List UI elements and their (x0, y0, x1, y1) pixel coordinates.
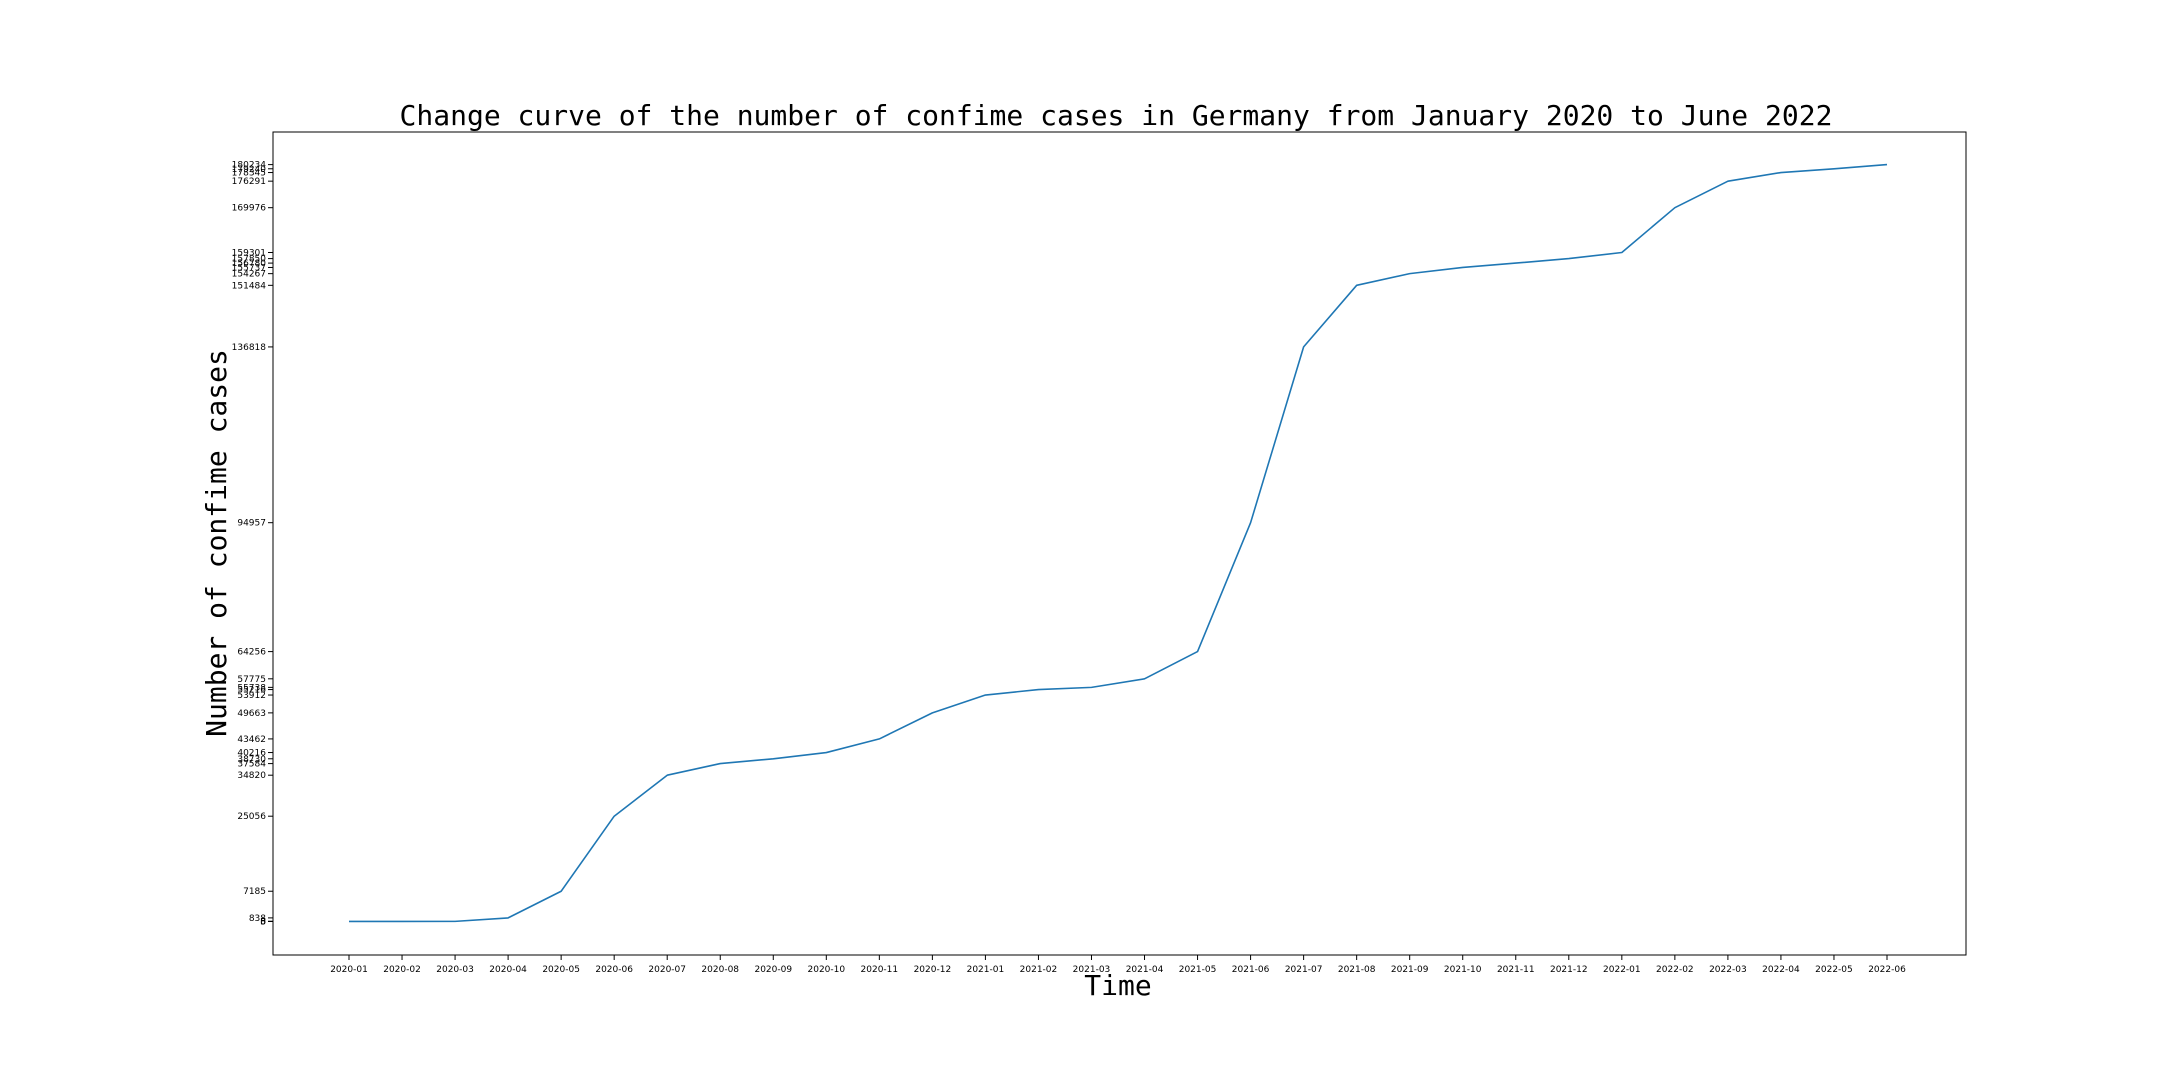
y-tick-label: 49663 (237, 709, 266, 719)
y-tick-label: 40216 (237, 749, 266, 759)
x-tick-label: 2020-10 (808, 965, 846, 975)
x-tick-label: 2022-05 (1815, 965, 1853, 975)
y-tick-label: 57775 (237, 675, 266, 685)
x-tick-label: 2021-10 (1444, 965, 1482, 975)
chart-title: Change curve of the number of confime ca… (400, 99, 1833, 132)
x-tick-label: 2022-04 (1762, 965, 1800, 975)
x-tick-label: 2020-01 (330, 965, 368, 975)
y-tick-label: 179240 (232, 165, 267, 175)
x-tick-label: 2020-03 (436, 965, 474, 975)
x-tick-label: 2020-11 (861, 965, 899, 975)
y-tick-label: 94957 (237, 519, 266, 529)
y-tick-label: 0 (260, 917, 266, 927)
x-tick-label: 2021-01 (967, 965, 1005, 975)
y-tick-label: 838 (249, 914, 266, 924)
x-tick-label: 2021-12 (1550, 965, 1588, 975)
y-tick-label: 155737 (232, 263, 266, 273)
y-tick-label: 136818 (232, 343, 267, 353)
x-tick-label: 2022-02 (1656, 965, 1694, 975)
x-tick-label: 2021-04 (1126, 965, 1164, 975)
x-axis-label: Time (1084, 969, 1151, 1002)
x-tick-label: 2022-06 (1868, 965, 1906, 975)
series-line (348, 163, 1888, 923)
plot-frame (272, 131, 1967, 956)
x-tick-label: 2020-05 (542, 965, 580, 975)
y-tick-label: 43462 (237, 735, 266, 745)
y-tick-label: 178345 (232, 169, 266, 179)
x-tick-label: 2022-01 (1603, 965, 1641, 975)
x-tick-label: 2020-06 (595, 965, 633, 975)
y-tick-label: 25056 (237, 812, 266, 822)
y-tick-label: 154267 (232, 270, 266, 280)
x-tick-label: 2021-11 (1497, 965, 1535, 975)
y-tick-label: 151484 (232, 281, 267, 291)
y-tick-label: 8 (260, 917, 266, 927)
y-axis-label: Number of confime cases (200, 349, 233, 737)
y-tick-label: 176291 (232, 177, 266, 187)
y-tick-label: 37584 (237, 760, 266, 770)
x-tick-label: 2021-06 (1232, 965, 1270, 975)
y-tick-label: 156780 (232, 259, 267, 269)
y-tick-label: 180234 (232, 161, 267, 171)
x-tick-label: 2021-03 (1073, 965, 1111, 975)
y-tick-label: 5 (260, 917, 266, 927)
x-tick-label: 2022-03 (1709, 965, 1747, 975)
x-tick-label: 2020-12 (914, 965, 952, 975)
x-tick-label: 2020-08 (701, 965, 739, 975)
y-tick-label: 53912 (237, 691, 266, 701)
x-tick-label: 2020-07 (648, 965, 686, 975)
x-axis: 2020-01 2020-02 2020-03 2020-04 2020-05 2020-… (330, 955, 1906, 975)
x-tick-label: 2020-02 (383, 965, 421, 975)
y-tick-label: 55738 (237, 683, 266, 693)
y-tick-label: 157850 (232, 255, 267, 265)
y-tick-label: 169976 (232, 204, 267, 214)
x-tick-label: 2021-05 (1179, 965, 1217, 975)
y-tick-label: 55216 (237, 686, 266, 696)
y-tick-label: 159301 (232, 249, 266, 259)
x-tick-label: 2020-09 (754, 965, 792, 975)
x-tick-label: 2021-09 (1391, 965, 1429, 975)
x-tick-label: 2021-07 (1285, 965, 1323, 975)
y-tick-label: 64256 (237, 648, 266, 658)
y-tick-label: 34820 (237, 771, 266, 781)
x-tick-label: 2020-04 (489, 965, 527, 975)
x-tick-label: 2021-02 (1020, 965, 1058, 975)
x-tick-label: 2021-08 (1338, 965, 1376, 975)
y-tick-label: 38730 (237, 755, 266, 765)
y-tick-label: 7185 (243, 887, 266, 897)
